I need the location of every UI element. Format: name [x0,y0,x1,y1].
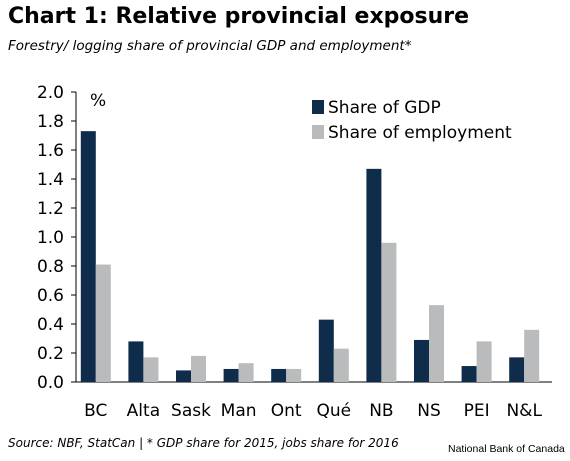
gdp-bar [414,339,429,382]
x-tick-label: BC [84,401,107,421]
y-tick-label: 1.8 [37,112,64,132]
y-tick-label: 1.0 [37,228,64,248]
gdp-bar [461,366,477,382]
gdp-bar [223,368,239,382]
credit-label: National Bank of Canada [446,442,567,456]
gdp-bar [128,341,144,382]
x-tick-label: PEI [464,401,490,421]
x-tick-label: Ont [271,401,302,421]
y-tick-label: 1.4 [37,170,64,190]
y-tick-label: 0.2 [37,344,64,364]
x-tick-label: Alta [127,401,160,421]
employment-bar [191,355,206,382]
chart-title: Chart 1: Relative provincial exposure [8,4,470,29]
x-tick-label: N&L [506,401,542,421]
x-tick-label: Man [221,401,257,421]
y-tick-label: 0.6 [37,286,64,306]
gdp-bar [271,368,287,382]
y-tick-label: 2.0 [37,83,64,103]
gdp-bar [176,370,191,382]
legend-employment-label: Share of employment [328,123,512,143]
y-tick-label: 0.0 [37,373,64,393]
gdp-bar [366,168,382,382]
employment-bar [429,305,444,382]
employment-bar [286,368,302,382]
chart-subtitle: Forestry/ logging share of provincial GD… [8,38,412,54]
y-tick-label: 1.6 [37,141,64,161]
x-tick-label: Qué [316,401,351,421]
x-tick-label: NB [369,401,393,421]
employment-bar [143,357,159,382]
gdp-bar [509,357,525,382]
y-tick-label: 1.2 [37,199,64,219]
legend-gdp-label: Share of GDP [328,98,441,118]
x-tick-label: Sask [171,401,211,421]
y-tick-label: 0.8 [37,257,64,277]
legend-gdp-swatch [312,100,324,114]
employment-bar [476,341,492,382]
x-tick-label: NS [417,401,441,421]
gdp-bar [80,131,96,382]
y-tick-label: 0.4 [37,315,64,335]
source-note: Source: NBF, StatCan | * GDP share for 2… [8,436,399,450]
employment-bar [381,242,397,382]
employment-bar [95,264,111,382]
employment-bar [238,363,254,382]
employment-bar [524,329,540,382]
unit-label: % [90,91,106,111]
gdp-bar [318,319,334,382]
employment-bar [333,348,349,382]
legend-employment-swatch [312,125,324,139]
